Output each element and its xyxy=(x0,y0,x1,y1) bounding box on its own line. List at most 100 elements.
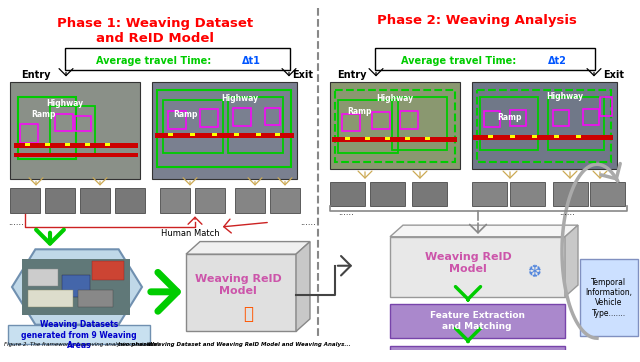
Text: Feature Extraction
and Matching: Feature Extraction and Matching xyxy=(429,311,525,331)
Bar xyxy=(212,133,217,136)
Text: Average travel Time:: Average travel Time: xyxy=(96,56,214,66)
Text: Temporal
Information,
Vehicle
Type.......: Temporal Information, Vehicle Type......… xyxy=(586,278,632,318)
Bar xyxy=(10,82,140,179)
Text: Entry: Entry xyxy=(337,70,367,80)
Bar xyxy=(45,189,75,212)
Text: Entry: Entry xyxy=(21,70,51,80)
Bar xyxy=(484,111,500,127)
Bar xyxy=(554,135,559,138)
Bar xyxy=(22,259,130,315)
Bar xyxy=(78,290,113,307)
Bar xyxy=(390,346,565,362)
Bar xyxy=(190,133,195,136)
Text: Average travel Time:: Average travel Time: xyxy=(401,56,519,66)
Text: ......: ...... xyxy=(8,218,24,227)
Bar xyxy=(330,82,460,169)
Bar xyxy=(155,133,294,138)
Bar xyxy=(28,290,73,307)
Text: Highway: Highway xyxy=(47,99,84,108)
Bar xyxy=(186,254,296,332)
Bar xyxy=(390,304,565,338)
Text: Human Match: Human Match xyxy=(161,230,220,238)
Text: Figure 2. The framework of weaving analysis consists of: Figure 2. The framework of weaving analy… xyxy=(4,342,160,347)
Text: Ramp: Ramp xyxy=(173,110,197,118)
Bar xyxy=(473,135,613,140)
Text: Weaving Datasets
generated from 9 Weaving
Areas: Weaving Datasets generated from 9 Weavin… xyxy=(21,320,137,350)
Bar xyxy=(370,182,405,206)
Bar xyxy=(10,189,40,212)
Polygon shape xyxy=(390,225,578,237)
Text: Ramp: Ramp xyxy=(31,110,55,118)
Bar xyxy=(65,143,70,146)
Bar xyxy=(425,137,430,140)
Text: Weaving Dataset and Weaving ReID Model and Weaving Analys...: Weaving Dataset and Weaving ReID Model a… xyxy=(148,342,351,347)
Bar xyxy=(85,143,90,146)
Bar xyxy=(265,108,280,125)
Text: Ramp: Ramp xyxy=(348,107,372,115)
Bar xyxy=(477,90,611,162)
Polygon shape xyxy=(12,249,142,325)
Bar xyxy=(195,189,225,212)
Text: Phase 2: Weaving Analysis: Phase 2: Weaving Analysis xyxy=(377,13,577,26)
Bar xyxy=(365,137,370,140)
Bar xyxy=(488,135,493,138)
Bar xyxy=(152,82,297,179)
Text: Highway: Highway xyxy=(547,92,584,101)
Bar xyxy=(235,189,265,212)
Polygon shape xyxy=(565,225,578,296)
Bar xyxy=(105,143,110,146)
Bar xyxy=(80,189,110,212)
Bar xyxy=(18,97,76,159)
Bar xyxy=(270,189,300,212)
Bar xyxy=(372,112,390,130)
Bar xyxy=(233,108,251,126)
Bar xyxy=(335,90,455,162)
Text: ......: ...... xyxy=(559,208,575,217)
Bar xyxy=(228,97,283,153)
Bar xyxy=(168,133,173,136)
Bar xyxy=(590,182,625,206)
Text: ❆: ❆ xyxy=(528,264,542,282)
Bar xyxy=(548,97,604,150)
Text: ......: ...... xyxy=(338,208,354,217)
Bar xyxy=(8,325,150,344)
Bar xyxy=(55,114,73,131)
Bar xyxy=(25,143,30,146)
Bar xyxy=(275,133,280,136)
Text: ......: ...... xyxy=(300,218,316,227)
Bar xyxy=(510,182,545,206)
Bar xyxy=(345,137,350,140)
Bar xyxy=(338,100,398,153)
Bar xyxy=(160,189,190,212)
Bar xyxy=(580,259,638,336)
Bar xyxy=(75,116,91,131)
Bar xyxy=(472,182,507,206)
Polygon shape xyxy=(296,241,310,332)
Bar xyxy=(412,182,447,206)
Bar xyxy=(330,182,365,206)
Bar xyxy=(553,182,588,206)
Bar xyxy=(390,237,565,296)
Text: Weaving ReID
Model: Weaving ReID Model xyxy=(195,274,282,296)
Text: Hungarian Matching: Hungarian Matching xyxy=(425,355,529,362)
Polygon shape xyxy=(186,241,310,254)
Bar xyxy=(28,269,58,286)
Bar xyxy=(45,143,50,146)
Bar xyxy=(510,110,526,126)
Bar xyxy=(256,133,261,136)
Text: Δt1: Δt1 xyxy=(242,56,261,66)
Bar xyxy=(576,135,581,138)
Text: Weaving ReID
Model: Weaving ReID Model xyxy=(424,252,511,274)
Bar xyxy=(92,261,124,280)
Bar xyxy=(234,133,239,136)
Text: Exit: Exit xyxy=(604,70,625,80)
Bar xyxy=(392,97,447,150)
Bar xyxy=(65,48,290,70)
Bar xyxy=(553,110,569,126)
Bar xyxy=(168,111,186,129)
Bar xyxy=(14,153,138,156)
Bar xyxy=(385,137,390,140)
Bar xyxy=(62,275,90,296)
Bar xyxy=(20,124,38,143)
Bar xyxy=(532,135,537,138)
